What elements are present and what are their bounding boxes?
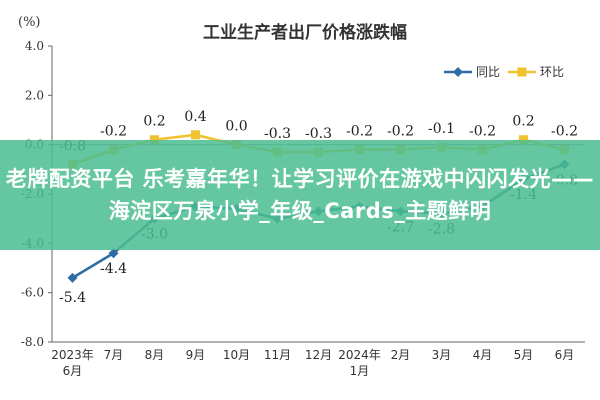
x-tick-label: 12月 xyxy=(305,348,332,362)
data-label: 0.2 xyxy=(512,114,534,130)
data-label: -0.2 xyxy=(469,124,496,140)
x-tick-label: 6月 xyxy=(555,348,575,362)
x-tick-label: 11月 xyxy=(264,348,291,362)
x-tick-label: 5月 xyxy=(514,348,534,362)
data-point xyxy=(191,130,200,140)
x-tick-label: 2月 xyxy=(391,348,411,362)
data-point xyxy=(150,135,159,145)
y-tick-label: 4.0 xyxy=(25,39,44,53)
data-label: -0.3 xyxy=(305,126,332,142)
legend-marker xyxy=(453,67,463,77)
overlay-banner: 老牌配资平台 乐考嘉年华！让学习评价在游戏中闪闪发光——海淀区万泉小学_年级_C… xyxy=(0,140,600,250)
x-tick-label: 4月 xyxy=(473,348,493,362)
legend: 同比 环比 xyxy=(444,65,564,79)
chart-title: 工业生产者出厂价格涨跌幅 xyxy=(203,22,407,43)
x-tick-label: 7月 xyxy=(104,348,124,362)
y-axis-label: (%) xyxy=(18,15,41,30)
x-tick-label: 3月 xyxy=(432,348,452,362)
data-label: -0.3 xyxy=(264,126,291,142)
data-label: -0.2 xyxy=(346,124,373,140)
y-tick-label: 2.0 xyxy=(25,88,44,102)
x-tick-label: 10月 xyxy=(223,348,250,362)
data-label: -5.4 xyxy=(59,290,86,306)
x-tick-label: 9月 xyxy=(186,348,206,362)
data-label: -0.2 xyxy=(551,124,578,140)
data-label: -4.4 xyxy=(100,261,127,277)
legend-marker xyxy=(517,67,527,77)
data-point xyxy=(108,248,119,259)
data-point xyxy=(519,135,528,145)
legend-label: 环比 xyxy=(540,65,564,79)
data-label: -0.2 xyxy=(387,124,414,140)
legend-label: 同比 xyxy=(476,65,500,79)
data-label: -0.2 xyxy=(100,124,127,140)
data-label: 0.2 xyxy=(143,114,165,130)
y-tick-label: -8.0 xyxy=(21,335,44,349)
data-point xyxy=(67,272,78,283)
x-tick-label: 2024年 1月 xyxy=(338,348,381,378)
x-tick-label: 8月 xyxy=(145,348,165,362)
data-label: 0.0 xyxy=(225,119,247,135)
data-label: 0.4 xyxy=(184,109,206,125)
y-tick-label: -6.0 xyxy=(21,286,44,300)
data-label: -0.1 xyxy=(428,121,455,137)
x-tick-label: 2023年 6月 xyxy=(51,348,94,378)
